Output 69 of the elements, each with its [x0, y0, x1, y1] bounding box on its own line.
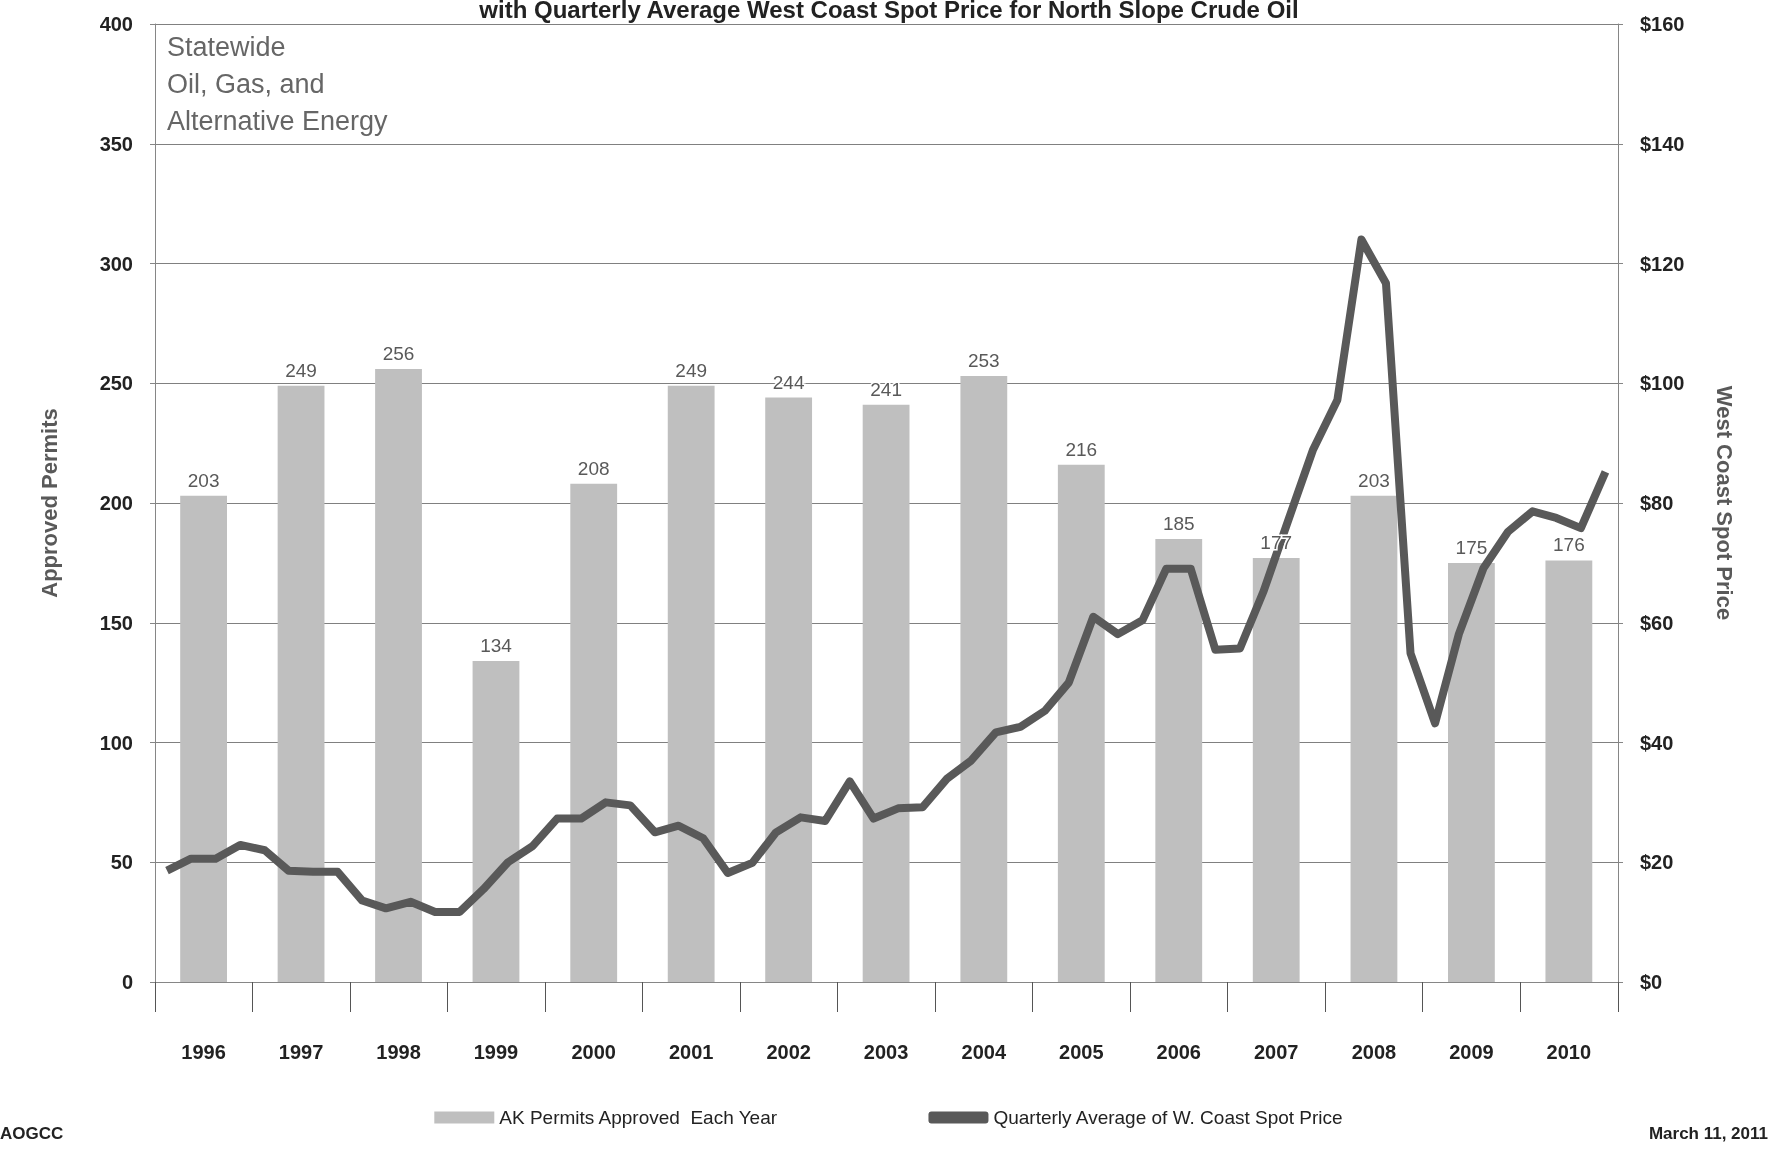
- x-tick-label: 2005: [1059, 1041, 1104, 1063]
- y-tick-label: 200: [99, 492, 133, 514]
- x-tick-label: 2001: [668, 1041, 714, 1063]
- data-label: 203: [1358, 469, 1390, 491]
- data-label: 249: [675, 359, 708, 381]
- data-label: 253: [967, 350, 1000, 372]
- y-axis-title: Approved Permits: [36, 408, 62, 598]
- x-tick-label: 2008: [1351, 1041, 1397, 1063]
- data-label: 134: [480, 635, 513, 657]
- y-tick-label: 400: [99, 13, 133, 35]
- y2-tick-label: $120: [1640, 252, 1685, 275]
- y2-tick-label: $80: [1640, 492, 1674, 514]
- bar: [472, 661, 520, 982]
- bar: [667, 385, 715, 982]
- data-label: 175: [1455, 536, 1488, 558]
- bar: [180, 495, 228, 982]
- bar: [277, 385, 325, 982]
- legend-label: Quarterly Average of W. Coast Spot Price: [993, 1107, 1343, 1128]
- bar: [1252, 558, 1300, 982]
- bar: [1057, 464, 1105, 982]
- x-tick-label: 1997: [278, 1041, 324, 1063]
- x-tick-label: 2007: [1253, 1041, 1299, 1063]
- x-tick-label: 2010: [1546, 1041, 1592, 1063]
- y2-tick-label: $0: [1640, 971, 1663, 993]
- bar: [375, 368, 422, 982]
- bar: [862, 404, 910, 982]
- x-tick-label: 1996: [181, 1041, 226, 1063]
- y2-tick-label: $20: [1640, 851, 1674, 874]
- bar: [1545, 560, 1593, 982]
- data-label: 241: [870, 378, 902, 400]
- x-tick-label: 2006: [1156, 1041, 1201, 1063]
- x-tick-label: 1998: [376, 1041, 421, 1063]
- bar: [1448, 562, 1495, 982]
- data-label: 176: [1553, 534, 1585, 556]
- text: March 11, 2011: [1648, 1124, 1768, 1143]
- y-tick-label: 300: [99, 252, 133, 275]
- data-label: 249: [285, 359, 317, 381]
- x-tick-label: 2002: [766, 1041, 811, 1063]
- y-tick-label: 350: [99, 132, 133, 155]
- y-tick-label: 50: [110, 851, 133, 874]
- data-label: 216: [1065, 438, 1098, 460]
- x-tick-label: 1999: [473, 1041, 519, 1063]
- bar: [960, 376, 1008, 982]
- y-tick-label: 100: [99, 731, 133, 754]
- data-label: 208: [577, 457, 610, 479]
- bar: [765, 397, 813, 982]
- data-label: 203: [187, 469, 220, 491]
- y-tick-label: 0: [121, 971, 133, 993]
- y-tick-label: 150: [99, 611, 133, 634]
- annotation: Statewide Oil, Gas, and Alternative Energy: [167, 31, 389, 136]
- bar: [1350, 495, 1398, 982]
- data-label: 185: [1162, 512, 1195, 534]
- bar: [570, 483, 618, 982]
- data-label: 256: [382, 342, 415, 364]
- x-tick-label: 2004: [961, 1041, 1007, 1063]
- y2-tick-label: $160: [1640, 13, 1685, 35]
- y2-tick-label: $140: [1640, 132, 1685, 155]
- bar: [1155, 538, 1203, 982]
- x-tick-label: 2003: [863, 1041, 909, 1063]
- chart-title: with Quarterly Average West Coast Spot Price for North Slope Crude Oil: [478, 0, 1299, 23]
- y2-tick-label: $40: [1640, 731, 1674, 754]
- y2-axis-title: West Coast Spot Price: [1711, 385, 1737, 621]
- y2-tick-label: $60: [1640, 611, 1674, 634]
- text: AOGCC: [0, 1124, 64, 1143]
- y-tick-label: 250: [99, 372, 133, 395]
- legend-label: AK Permits Approved Each Year: [499, 1107, 778, 1128]
- x-tick-label: 2000: [571, 1041, 616, 1063]
- x-tick-label: 2009: [1449, 1041, 1494, 1063]
- y2-tick-label: $100: [1640, 372, 1685, 395]
